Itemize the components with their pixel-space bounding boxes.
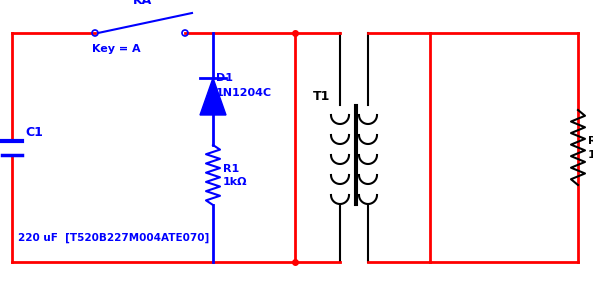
Text: 220 uF  [T520B227M004ATE070]: 220 uF [T520B227M004ATE070] (18, 233, 209, 243)
Text: C1: C1 (25, 126, 43, 139)
Text: R1: R1 (223, 164, 239, 174)
Text: 1kΩ: 1kΩ (588, 150, 593, 159)
Text: 1kΩ: 1kΩ (223, 177, 247, 187)
Text: R2: R2 (588, 136, 593, 147)
Text: D1: D1 (216, 73, 233, 83)
Text: T1: T1 (313, 91, 330, 103)
Text: Key = A: Key = A (92, 44, 141, 54)
Text: 1N1204C: 1N1204C (216, 88, 272, 98)
Polygon shape (200, 78, 226, 115)
Text: KA: KA (132, 0, 152, 7)
